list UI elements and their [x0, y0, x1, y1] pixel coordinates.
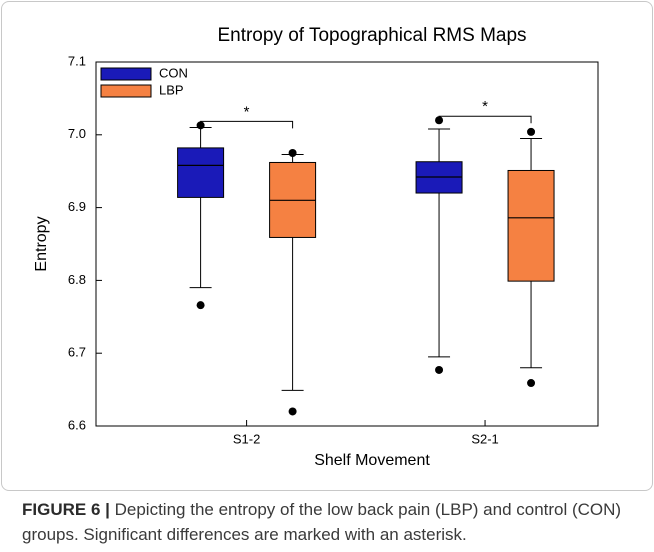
y-axis-label: Entropy — [33, 216, 50, 271]
box — [177, 147, 225, 198]
y-tick-label: 7.0 — [68, 126, 86, 141]
y-tick-label: 6.6 — [68, 417, 86, 432]
x-tick-label: S2-1 — [471, 431, 498, 446]
legend-swatch — [100, 84, 152, 98]
y-tick-label: 6.9 — [68, 199, 86, 214]
y-tick-label: 7.1 — [68, 53, 86, 68]
plot-frame — [95, 61, 599, 427]
y-tick-label: 6.7 — [68, 345, 86, 360]
caption-text: Depicting the entropy of the low back pa… — [22, 500, 622, 544]
figure-frame — [1, 1, 653, 491]
box — [507, 169, 555, 282]
outlier — [527, 127, 536, 136]
x-axis-label: Shelf Movement — [314, 452, 430, 469]
legend-label: CON — [159, 65, 188, 80]
outlier — [527, 379, 536, 388]
y-tick-label: 6.8 — [68, 272, 86, 287]
significance-bracket — [200, 120, 294, 129]
chart: Entropy of Topographical RMS Maps Shelf … — [33, 25, 599, 469]
outlier — [288, 149, 297, 157]
annotation: * — [244, 103, 250, 120]
significance-bracket — [438, 115, 532, 124]
outlier — [288, 407, 297, 416]
outlier — [196, 301, 205, 310]
outlier — [435, 365, 444, 374]
caption-label: FIGURE 6 | — [22, 500, 110, 519]
caption: FIGURE 6 | Depicting the entropy of the … — [22, 497, 642, 547]
legend-swatch — [100, 67, 152, 81]
chart-title: Entropy of Topographical RMS Maps — [217, 25, 526, 46]
annotation: * — [482, 98, 488, 115]
x-tick-label: S1-2 — [233, 431, 260, 446]
legend-label: LBP — [159, 82, 184, 97]
